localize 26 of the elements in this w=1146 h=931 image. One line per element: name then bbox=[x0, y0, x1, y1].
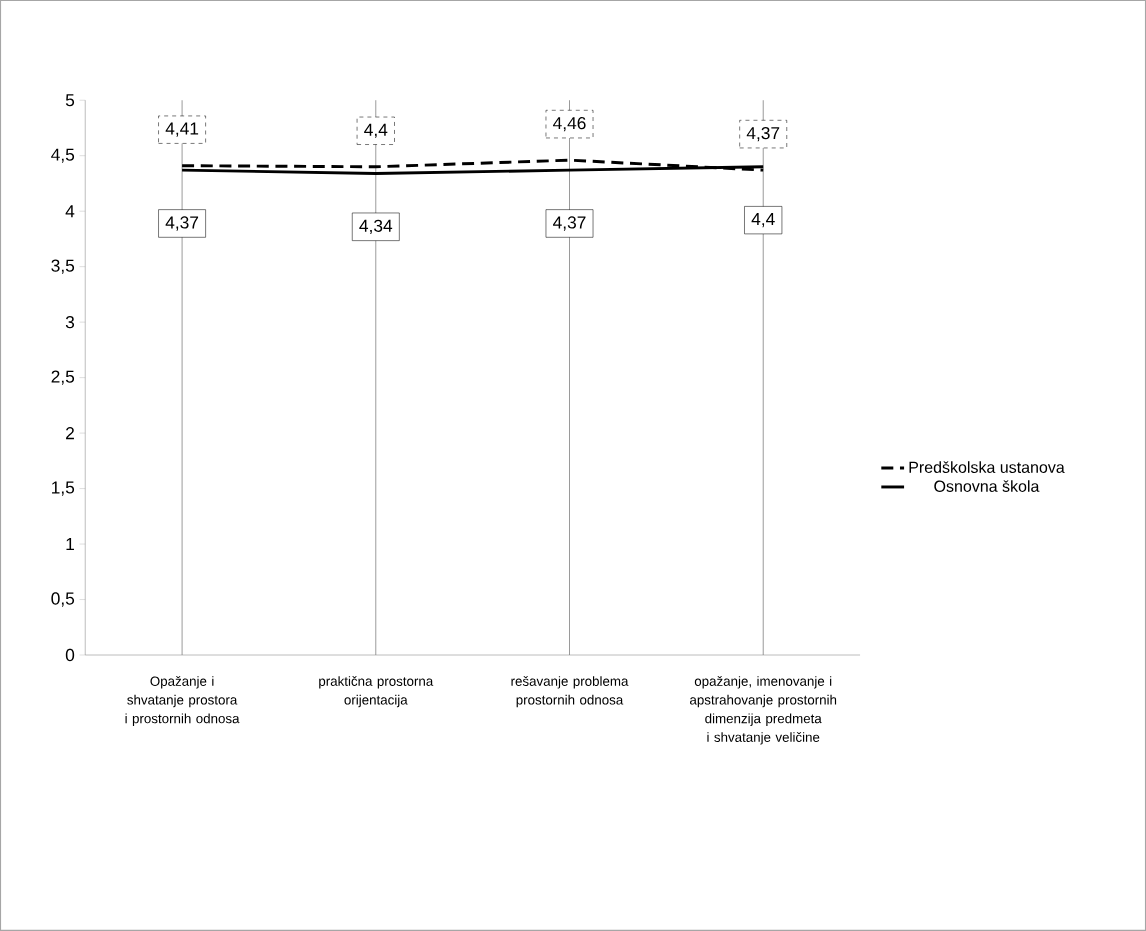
data-label: 4,34 bbox=[359, 219, 393, 234]
x-tick-label: opažanje, imenovanje i apstrahovanje prostornih dimenzija predmeta i shvatanje veličine bbox=[690, 676, 837, 745]
data-label: 4,41 bbox=[165, 122, 199, 137]
y-tick-label: 0,5 bbox=[51, 592, 75, 607]
y-tick-label: 4,5 bbox=[51, 148, 75, 163]
data-label: 4,37 bbox=[165, 216, 199, 231]
x-tick-label: praktična prostorna orijentacija bbox=[319, 676, 434, 708]
y-tick-label: 1 bbox=[66, 538, 74, 551]
x-tick-label: rešavanje problema prostornih odnosa bbox=[511, 676, 629, 708]
legend-label: Osnovna škola bbox=[934, 480, 1040, 492]
y-tick-label: 0 bbox=[65, 648, 75, 662]
y-tick-label: 4 bbox=[65, 205, 75, 218]
y-tick-label: 5 bbox=[65, 94, 75, 107]
y-tick-label: 2,5 bbox=[51, 370, 75, 385]
y-tick-label: 3 bbox=[65, 316, 75, 329]
y-tick-label: 1,5 bbox=[52, 481, 75, 496]
data-label: 4,4 bbox=[751, 213, 775, 228]
data-label: 4,4 bbox=[364, 123, 388, 138]
x-tick-label: Opažanje i shvatanje prostora i prostornih odnosa bbox=[125, 676, 240, 726]
y-tick-label: 3,5 bbox=[51, 259, 75, 274]
legend-label: Predškolska ustanova bbox=[909, 461, 1065, 473]
data-label: 4,46 bbox=[553, 116, 586, 132]
line-series bbox=[180, 158, 765, 172]
data-label: 4,37 bbox=[746, 126, 780, 142]
data-label: 4,37 bbox=[553, 216, 586, 231]
y-tick-label: 2 bbox=[66, 427, 74, 440]
